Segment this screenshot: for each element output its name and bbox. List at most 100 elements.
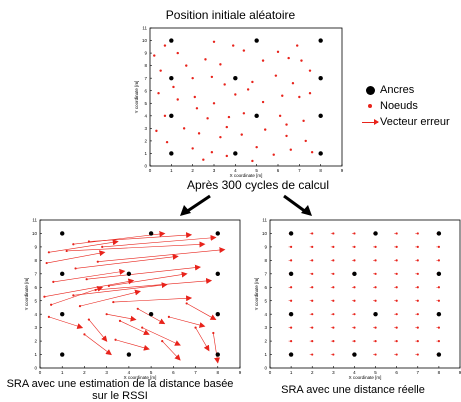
anchor-marker-icon [365, 85, 375, 95]
middle-caption: Après 300 cycles de calcul [186, 178, 330, 192]
node-point [202, 158, 205, 161]
node-point [416, 326, 419, 329]
node-point [332, 272, 335, 275]
node-point [232, 44, 235, 47]
node-point [395, 339, 398, 343]
x-tick-label: 8 [217, 370, 220, 375]
node-point [78, 305, 82, 308]
y-tick-label: 10 [32, 231, 38, 236]
plot-frame [39, 219, 241, 369]
node-point [289, 148, 292, 151]
node-point [332, 339, 335, 343]
y-axis-label: Y coordinate [m] [134, 81, 139, 114]
x-tick-label: 6 [172, 370, 175, 375]
node-point [437, 245, 440, 249]
error-vector [73, 282, 168, 296]
error-vector [195, 327, 210, 352]
legend-error-vector-label: Vecteur erreur [380, 116, 450, 128]
node-point [353, 299, 356, 302]
node-point [311, 232, 314, 235]
x-tick-label: 1 [170, 168, 173, 173]
node-point [416, 353, 419, 356]
y-tick-label: 2 [34, 339, 37, 344]
y-tick-label: 1 [34, 352, 37, 357]
node-point [105, 313, 108, 316]
x-axis-label: X coordinate [m] [349, 375, 382, 380]
flow-arrow-right-shaft [283, 194, 307, 214]
x-axis-label: X coordinate [m] [124, 375, 157, 380]
x-tick-label: 1 [290, 370, 293, 375]
anchor-point [318, 151, 323, 156]
node-point [290, 299, 293, 302]
x-tick-label: 7 [298, 168, 301, 173]
node-point [193, 95, 196, 99]
y-tick-label: 2 [264, 339, 267, 344]
y-axis-label: Y coordinate [m] [254, 278, 259, 311]
node-point [163, 114, 167, 118]
node-point [290, 259, 293, 262]
x-tick-label: 2 [191, 168, 194, 173]
node-point [302, 119, 305, 123]
node-point [311, 286, 314, 289]
node-point [43, 295, 46, 298]
x-tick-label: 0 [149, 168, 152, 173]
node-point [212, 102, 216, 105]
node-point [311, 339, 314, 343]
node-point [395, 286, 398, 289]
anchor-point [436, 271, 442, 277]
node-point [65, 249, 68, 253]
node-point [165, 140, 169, 144]
anchor-point [215, 352, 220, 357]
anchor-point [126, 352, 132, 357]
error-vector [84, 334, 112, 356]
anchor-point [215, 271, 220, 277]
node-point [47, 251, 50, 254]
y-tick-label: 0 [144, 164, 147, 169]
error-vector [213, 332, 221, 364]
node-point [83, 333, 86, 336]
node-point [311, 259, 314, 262]
x-tick-label: 9 [459, 370, 461, 375]
y-tick-label: 9 [144, 51, 147, 56]
error-vector [46, 250, 106, 264]
node-point [101, 245, 104, 249]
node-point [416, 313, 419, 316]
node-point [332, 299, 335, 302]
node-point [353, 286, 356, 289]
x-tick-label: 4 [353, 370, 356, 375]
anchor-point [148, 231, 154, 236]
x-tick-label: 7 [194, 370, 197, 375]
node-point [353, 339, 356, 343]
node-point [155, 129, 158, 133]
node-point [374, 299, 377, 302]
error-vector [88, 232, 193, 242]
node-point [219, 63, 222, 66]
node-point [416, 339, 419, 343]
node-point [300, 59, 303, 62]
y-tick-label: 8 [144, 63, 147, 68]
flow-arrow-left-shaft [185, 194, 211, 214]
y-tick-label: 10 [142, 38, 148, 43]
anchor-point [233, 151, 238, 156]
error-vector [119, 320, 150, 335]
x-tick-label: 9 [239, 370, 242, 375]
error-arrow-icon [362, 118, 379, 125]
node-point [47, 315, 50, 318]
node-point [416, 259, 419, 262]
flow-arrow-left-head [180, 205, 191, 216]
anchor-point [373, 311, 378, 317]
anchor-point [318, 113, 323, 119]
error-vector [86, 264, 201, 280]
anchor-point [215, 231, 220, 236]
node-point [437, 259, 440, 262]
bottom-left-caption: SRA avec une estimation de la distance b… [6, 378, 234, 402]
node-point [437, 339, 440, 343]
node-point [204, 58, 207, 61]
node-point [96, 260, 99, 263]
legend-row-nodes: Noeuds [360, 98, 450, 114]
anchor-point [215, 311, 220, 317]
node-point [261, 59, 265, 62]
x-tick-label: 3 [213, 168, 216, 173]
node-point [311, 313, 314, 316]
flow-arrow-right-head [301, 205, 312, 216]
